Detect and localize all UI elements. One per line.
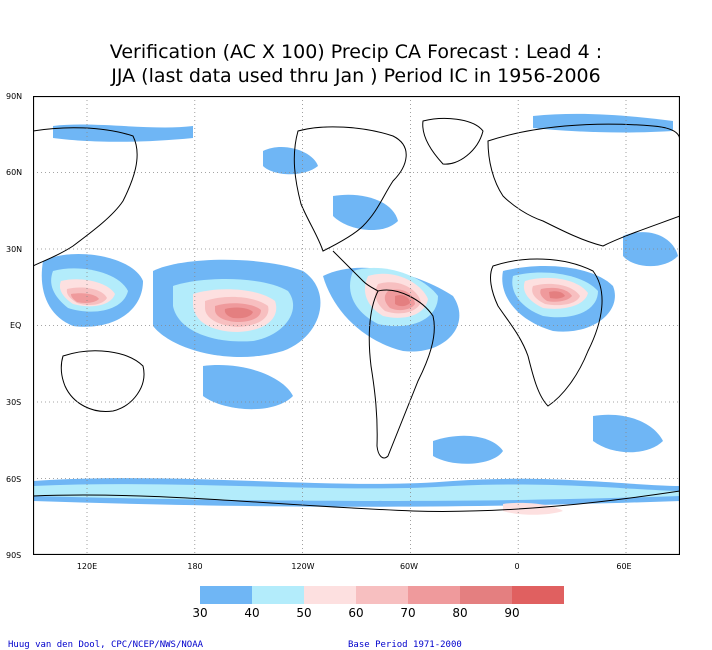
lon-label-120w: 120W: [291, 562, 315, 571]
lon-label-120e: 120E: [76, 562, 98, 571]
legend-swatch-30: [200, 586, 252, 604]
legend-swatch-70: [408, 586, 460, 604]
legend-swatch-80: [460, 586, 512, 604]
lat-label-30s: 30S: [6, 398, 22, 407]
legend-swatch-60: [356, 586, 408, 604]
lon-label-60w: 60W: [399, 562, 419, 571]
lat-label-90s: 90S: [6, 551, 22, 560]
legend-label-70: 70: [400, 606, 416, 620]
skill-shading: [33, 113, 680, 515]
credit-author: Huug van den Dool, CPC/NCEP/NWS/NOAA: [8, 640, 204, 650]
legend-label-50: 50: [296, 606, 312, 620]
legend-label-80: 80: [452, 606, 468, 620]
map-title-line1: Verification (AC X 100) Precip CA Foreca…: [109, 41, 603, 63]
legend-swatch-50: [304, 586, 356, 604]
credit-base-period: Base Period 1971-2000: [348, 640, 462, 650]
lon-label-60e: 60E: [616, 562, 632, 571]
map-title-line2: JJA (last data used thru Jan ) Period IC…: [111, 65, 601, 87]
legend-swatch-90: [512, 586, 564, 604]
lat-label-eq: EQ: [10, 321, 22, 330]
legend-label-30: 30: [192, 606, 208, 620]
graticule: [33, 96, 680, 555]
lat-label-30n: 30N: [6, 245, 23, 254]
legend-swatch-40: [252, 586, 304, 604]
lon-label-180: 180: [187, 562, 203, 571]
legend-label-90: 90: [504, 606, 520, 620]
legend-label-60: 60: [348, 606, 364, 620]
lat-label-60n: 60N: [6, 168, 23, 177]
lat-label-60s: 60S: [6, 475, 22, 484]
lon-label-0: 0: [514, 562, 520, 571]
color-legend: [200, 586, 564, 604]
world-map: [33, 96, 680, 555]
lat-label-90n: 90N: [6, 92, 23, 101]
legend-label-40: 40: [244, 606, 260, 620]
coastlines: [33, 117, 680, 512]
map-frame: [33, 96, 680, 555]
